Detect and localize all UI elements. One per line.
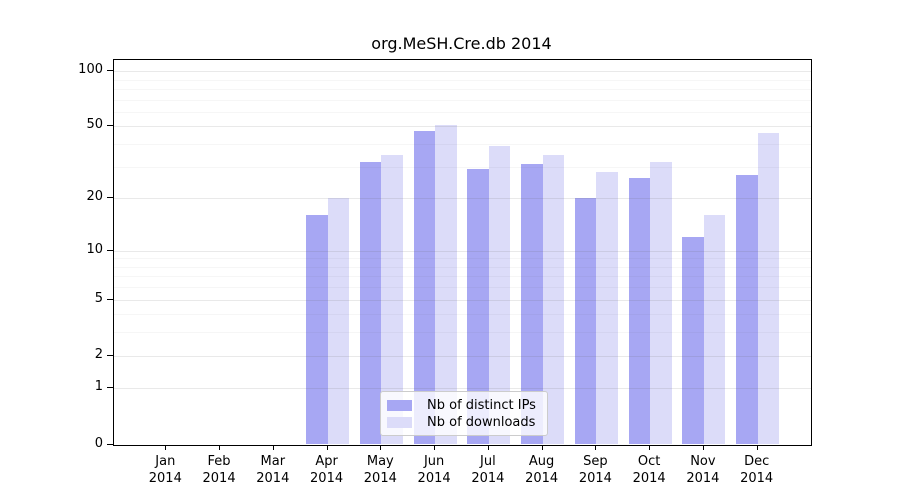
y-tick-2	[107, 354, 113, 356]
y-tick-100	[107, 70, 113, 72]
x-tick-label-feb-2014: Feb 2014	[202, 453, 236, 486]
bar-nb-of-distinct-ips-jun-2014	[413, 131, 436, 445]
plot-area: Nb of distinct IPs Nb of downloads	[113, 59, 812, 446]
x-tick-dec-2014	[756, 444, 758, 450]
legend-label-downloads: Nb of downloads	[427, 415, 536, 430]
bar-nb-of-downloads-oct-2014	[650, 161, 672, 445]
x-tick-nov-2014	[702, 444, 704, 450]
bar-nb-of-distinct-ips-sep-2014	[574, 198, 597, 445]
y-tick-50	[107, 125, 113, 127]
x-tick-label-may-2014: May 2014	[363, 453, 397, 486]
bar-nb-of-downloads-sep-2014	[596, 172, 618, 445]
x-tick-label-jan-2014: Jan 2014	[148, 453, 182, 486]
bar-nb-of-distinct-ips-oct-2014	[628, 177, 651, 445]
bar-nb-of-downloads-aug-2014	[542, 154, 565, 445]
x-tick-label-jun-2014: Jun 2014	[417, 453, 451, 486]
y-tick-label-2: 2	[94, 346, 103, 362]
x-tick-label-oct-2014: Oct 2014	[632, 453, 666, 486]
x-tick-jan-2014	[165, 444, 167, 450]
y-tick-label-50: 50	[86, 117, 103, 133]
x-tick-label-nov-2014: Nov 2014	[686, 453, 720, 486]
y-tick-label-0: 0	[94, 435, 103, 451]
bar-nb-of-downloads-may-2014	[381, 154, 403, 445]
legend-swatch-downloads-icon	[387, 417, 412, 428]
x-tick-oct-2014	[649, 444, 651, 450]
x-tick-label-mar-2014: Mar 2014	[256, 453, 290, 486]
bar-nb-of-distinct-ips-aug-2014	[521, 164, 543, 445]
bar-nb-of-distinct-ips-dec-2014	[736, 174, 758, 445]
x-tick-label-apr-2014: Apr 2014	[310, 453, 344, 486]
x-tick-may-2014	[380, 444, 382, 450]
bar-nb-of-downloads-dec-2014	[757, 133, 780, 445]
y-tick-label-10: 10	[86, 241, 103, 257]
bar-nb-of-distinct-ips-may-2014	[359, 161, 382, 445]
y-tick-label-20: 20	[86, 189, 103, 205]
x-tick-sep-2014	[595, 444, 597, 450]
y-tick-5	[107, 298, 113, 300]
bar-nb-of-distinct-ips-nov-2014	[682, 237, 704, 445]
legend: Nb of distinct IPs Nb of downloads	[380, 391, 548, 436]
x-tick-label-jul-2014: Jul 2014	[471, 453, 505, 486]
x-tick-label-aug-2014: Aug 2014	[525, 453, 559, 486]
x-tick-aug-2014	[541, 444, 543, 450]
bar-nb-of-downloads-nov-2014	[703, 215, 726, 445]
bar-nb-of-downloads-jun-2014	[435, 124, 457, 445]
y-tick-10	[107, 249, 113, 251]
legend-label-distinct-ips: Nb of distinct IPs	[427, 398, 536, 413]
y-tick-20	[107, 197, 113, 199]
chart-title: org.MeSH.Cre.db 2014	[371, 34, 552, 53]
legend-swatch-distinct-ips-icon	[387, 400, 412, 411]
bars-layer	[114, 60, 811, 445]
bar-nb-of-downloads-jul-2014	[488, 146, 511, 445]
x-tick-apr-2014	[326, 444, 328, 450]
y-tick-1	[107, 387, 113, 389]
legend-item-distinct-ips: Nb of distinct IPs	[387, 397, 547, 414]
y-tick-label-5: 5	[94, 290, 103, 306]
x-tick-label-sep-2014: Sep 2014	[578, 453, 612, 486]
x-tick-feb-2014	[219, 444, 221, 450]
x-tick-mar-2014	[272, 444, 274, 450]
bar-nb-of-downloads-apr-2014	[327, 198, 350, 445]
x-tick-label-dec-2014: Dec 2014	[740, 453, 774, 486]
x-tick-jul-2014	[487, 444, 489, 450]
y-tick-label-1: 1	[94, 379, 103, 395]
bar-nb-of-distinct-ips-apr-2014	[306, 215, 328, 445]
bar-nb-of-distinct-ips-jul-2014	[467, 169, 489, 445]
legend-item-downloads: Nb of downloads	[387, 414, 547, 431]
y-tick-0	[107, 443, 113, 445]
y-tick-label-100: 100	[78, 62, 103, 78]
x-tick-jun-2014	[434, 444, 436, 450]
